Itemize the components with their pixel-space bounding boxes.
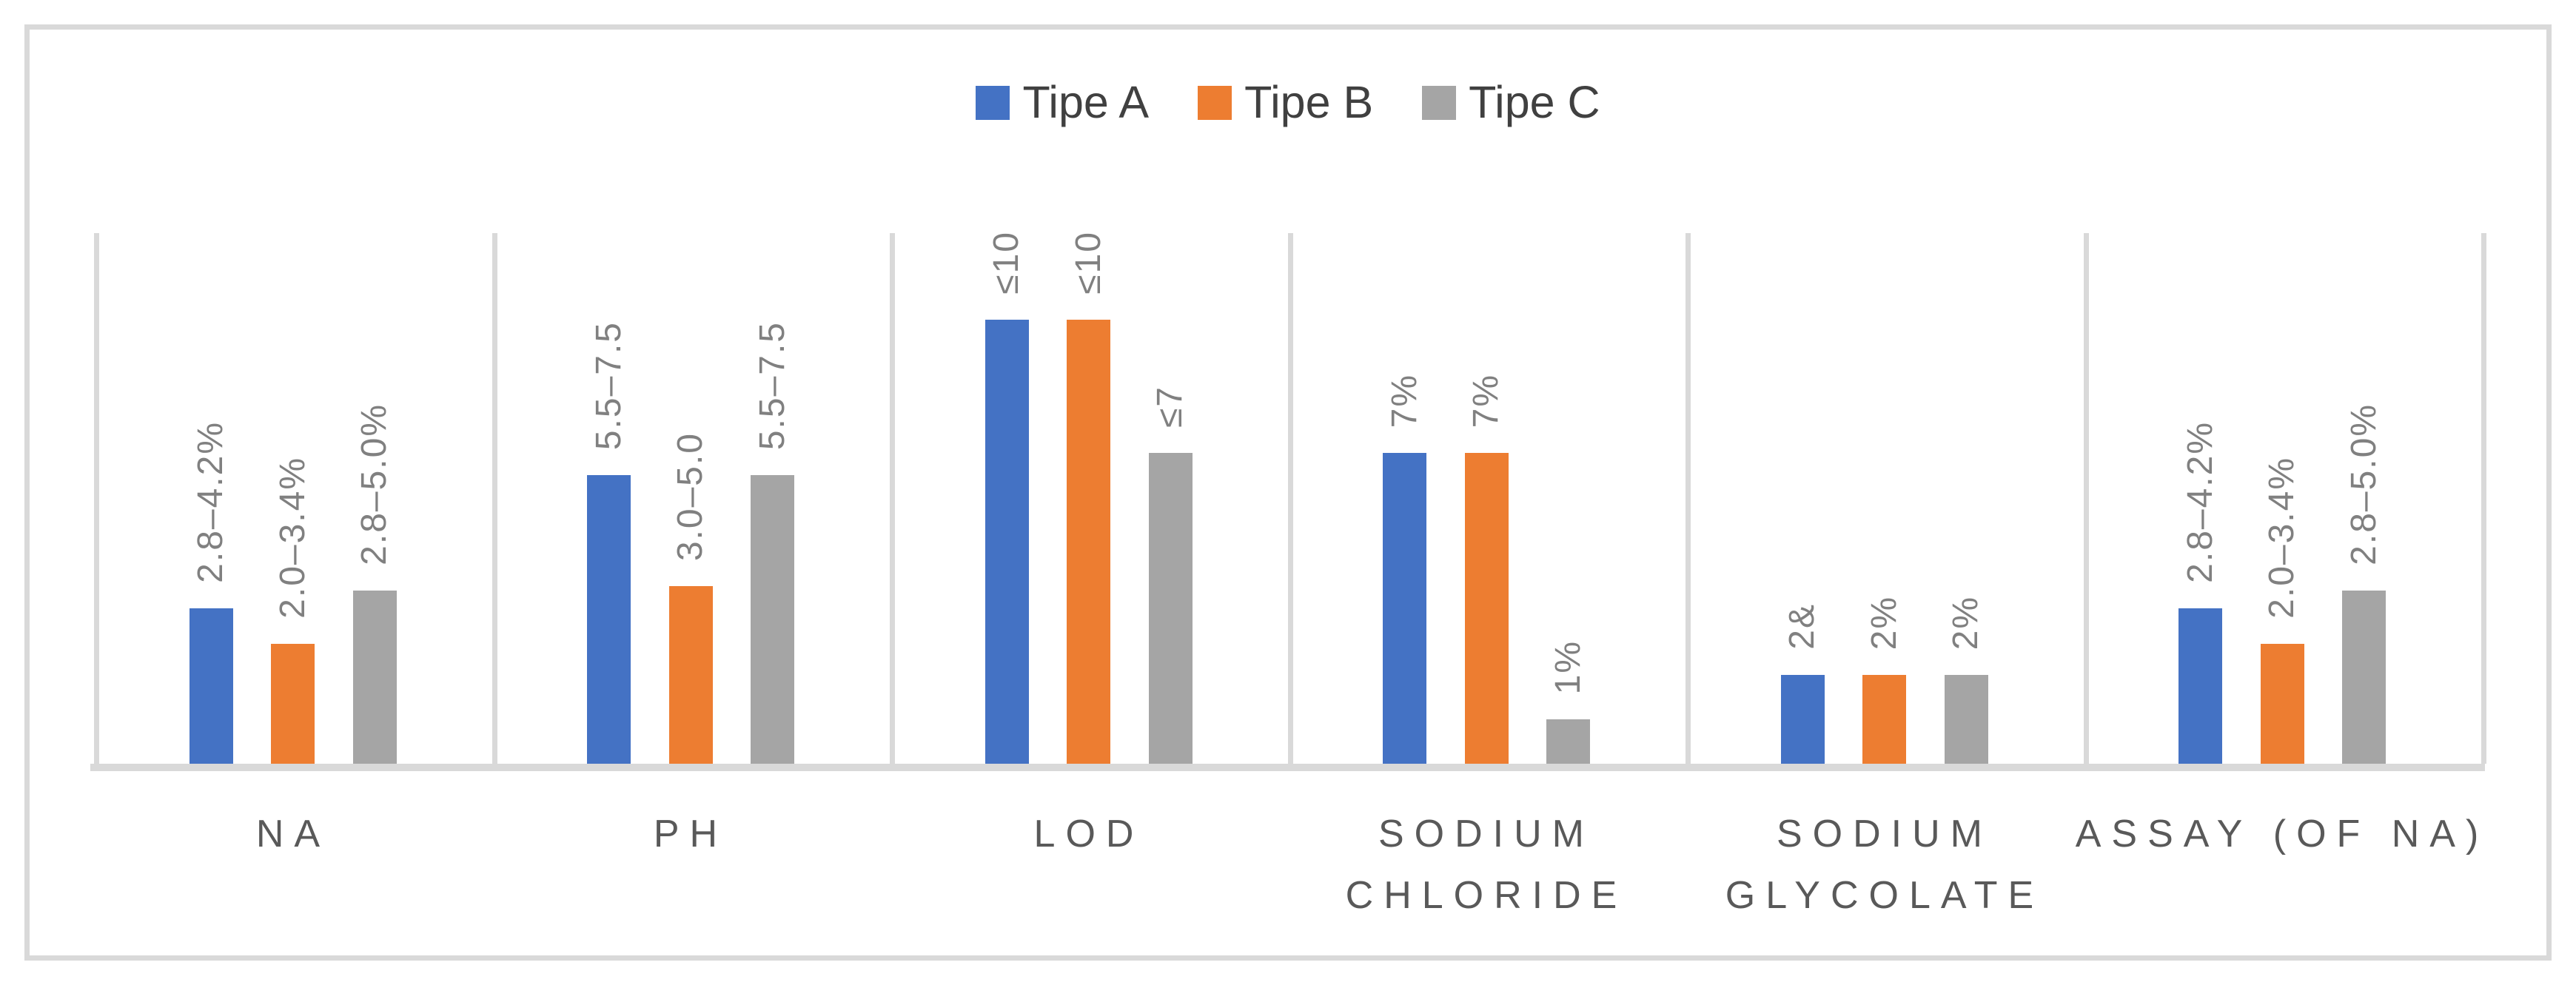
bar-tipe-a-assay-of-na- — [2178, 608, 2222, 764]
bar-tipe-a-ph — [587, 475, 631, 764]
category-label-sodium-chloride: SODIUM CHLORIDE — [1345, 813, 1628, 917]
data-label: 2% — [1946, 595, 1985, 650]
bar-tipe-b-assay-of-na- — [2261, 644, 2304, 764]
legend-label: Tipe A — [1022, 77, 1150, 127]
data-label: 1% — [1549, 639, 1588, 694]
bar-tipe-c-sodium-chloride — [1546, 719, 1590, 764]
bar-tipe-c-ph — [751, 475, 794, 764]
category-label-na: NA — [255, 813, 331, 855]
data-label: 5.5–7.5 — [753, 320, 792, 450]
category-separator-line — [2084, 233, 2089, 764]
data-label: 2.0–3.4% — [273, 457, 312, 619]
category-label-lod: LOD — [1033, 813, 1144, 855]
category-label-sodium-glycolate: SODIUM GLYCOLATE — [1725, 813, 2045, 917]
bar-tipe-a-lod — [985, 320, 1029, 764]
data-label: 7% — [1466, 373, 1506, 428]
data-label: ≤10 — [1069, 231, 1108, 295]
category-separator-line — [94, 233, 99, 764]
bar-tipe-a-na — [189, 608, 233, 764]
bar-tipe-c-lod — [1149, 453, 1193, 764]
bar-tipe-a-sodium-glycolate — [1781, 675, 1825, 764]
data-label: 2.8–4.2% — [2181, 421, 2220, 583]
bar-tipe-b-sodium-chloride — [1465, 453, 1509, 764]
bar-tipe-a-sodium-chloride — [1383, 453, 1426, 764]
chart-legend: Tipe A Tipe B Tipe C — [0, 80, 2576, 125]
legend-swatch-icon — [1422, 85, 1457, 120]
data-label: 2.0–3.4% — [2262, 457, 2301, 619]
legend-item-1: Tipe A — [976, 80, 1149, 125]
data-label: 2% — [1865, 595, 1904, 650]
category-separator-line — [2481, 233, 2486, 764]
data-label: 3.0–5.0 — [671, 431, 710, 561]
data-label: 2.8–4.2% — [191, 421, 230, 583]
bar-tipe-c-assay-of-na- — [2342, 591, 2386, 764]
data-label: 2.8–5.0% — [355, 403, 394, 565]
bar-tipe-c-sodium-glycolate — [1945, 675, 1988, 764]
category-separator-line — [1686, 233, 1691, 764]
x-axis-line — [90, 764, 2485, 771]
category-label-assay-of-na-: ASSAY (OF NA) — [2075, 813, 2489, 855]
data-label: 2& — [1782, 603, 1822, 650]
legend-item-3: Tipe C — [1422, 80, 1600, 125]
data-label: 5.5–7.5 — [589, 320, 628, 450]
bar-tipe-b-lod — [1067, 320, 1110, 764]
category-separator-line — [890, 233, 895, 764]
category-separator-line — [492, 233, 497, 764]
legend-swatch-icon — [1198, 85, 1232, 120]
bar-tipe-b-sodium-glycolate — [1862, 675, 1906, 764]
legend-label: Tipe B — [1244, 77, 1374, 127]
category-label-ph: PH — [653, 813, 728, 855]
data-label: ≤10 — [987, 231, 1026, 295]
bar-tipe-b-na — [271, 644, 315, 764]
data-label: 7% — [1385, 373, 1424, 428]
legend-swatch-icon — [976, 85, 1010, 120]
legend-label: Tipe C — [1469, 77, 1600, 127]
bar-tipe-b-ph — [669, 586, 713, 764]
category-separator-line — [1288, 233, 1293, 764]
legend-item-2: Tipe B — [1198, 80, 1373, 125]
data-label: 2.8–5.0% — [2344, 403, 2384, 565]
bar-tipe-c-na — [353, 591, 397, 764]
data-label: ≤7 — [1150, 385, 1190, 428]
